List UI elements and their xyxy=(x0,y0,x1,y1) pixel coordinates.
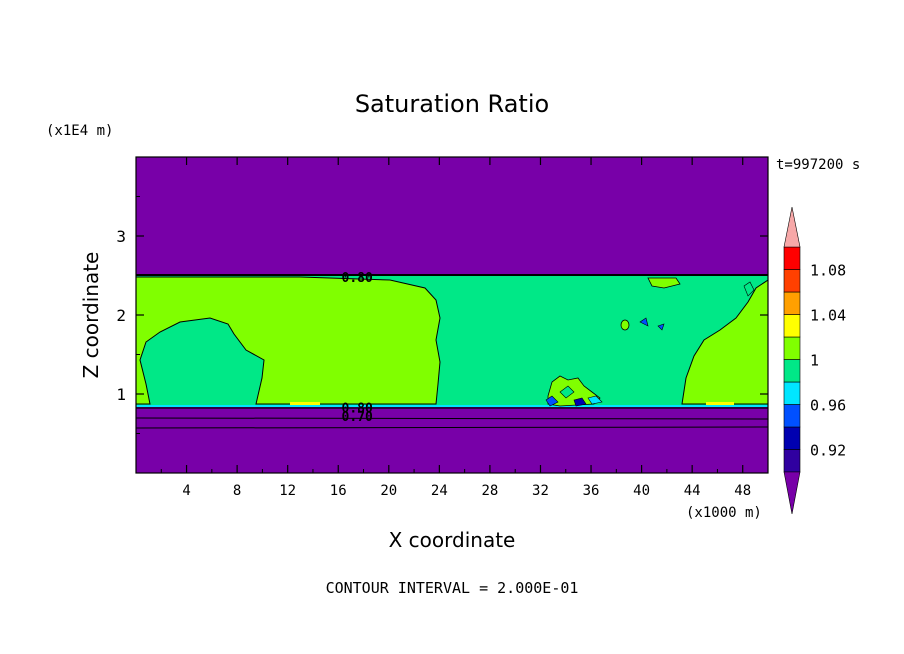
chart-title: Saturation Ratio xyxy=(355,90,549,118)
x-tick-label: 16 xyxy=(330,483,347,499)
x-tick-label: 8 xyxy=(233,483,241,499)
colorbar-under-triangle xyxy=(783,471,801,515)
x-axis-label: X coordinate xyxy=(389,528,516,552)
x-tick-label: 12 xyxy=(279,483,296,499)
upper-dry-region xyxy=(136,157,768,275)
colorbar-swatch xyxy=(783,291,801,315)
y-axis-label: Z coordinate xyxy=(79,252,103,379)
colorbar-tick-label: 1.04 xyxy=(810,307,846,325)
turbulent-patch xyxy=(545,281,755,407)
contour-line-070 xyxy=(136,417,768,420)
x-tick-label: 32 xyxy=(532,483,549,499)
x-unit-label: (x1000 m) xyxy=(686,505,762,521)
x-tick-label: 24 xyxy=(431,483,448,499)
supersaturated-blob-mid xyxy=(620,319,630,331)
y-axis: 1 2 3 xyxy=(116,196,768,434)
x-tick-label: 36 xyxy=(583,483,600,499)
colorbar-swatch xyxy=(783,449,801,473)
x-axis: 4 8 12 16 20 24 28 32 36 40 44 48 xyxy=(160,157,751,499)
y-unit-label: (x1E4 m) xyxy=(46,123,113,139)
contour-interval-label: CONTOUR INTERVAL = 2.000E-01 xyxy=(326,579,579,597)
yellow-band-left xyxy=(290,402,320,406)
x-tick-label: 40 xyxy=(633,483,650,499)
contour-labels: 0.800.800.70 xyxy=(342,271,373,425)
contour-fills xyxy=(136,157,768,473)
colorbar-swatch xyxy=(783,381,801,405)
x-tick-label: 48 xyxy=(734,483,751,499)
y-tick-label: 1 xyxy=(116,385,126,404)
contour-label: 0.70 xyxy=(342,410,373,425)
contour-line-060 xyxy=(136,426,768,429)
colorbar-over-triangle xyxy=(783,206,801,248)
yellow-band-right xyxy=(706,402,734,406)
lower-dry-region xyxy=(136,406,768,473)
colorbar-swatch xyxy=(783,314,801,338)
y-tick-label: 2 xyxy=(116,306,126,325)
supersaturated-blob-top xyxy=(647,277,681,289)
colorbar-tick-label: 1.08 xyxy=(810,262,846,280)
colorbar-swatch xyxy=(783,246,801,270)
colorbar-swatch xyxy=(783,336,801,360)
supersaturated-patch-left xyxy=(136,276,441,405)
y-tick-label: 3 xyxy=(116,227,126,246)
colorbar-swatch xyxy=(783,359,801,383)
colorbar: 0.92 0.96 1 1.04 1.08 xyxy=(783,206,846,515)
x-tick-label: 20 xyxy=(380,483,397,499)
colorbar-tick-label: 1 xyxy=(810,352,819,370)
contour-label: 0.80 xyxy=(342,401,373,416)
x-tick-label: 4 xyxy=(182,483,190,499)
colorbar-swatch xyxy=(783,426,801,450)
colorbar-tick-label: 0.92 xyxy=(810,442,846,460)
x-tick-label: 28 xyxy=(481,483,498,499)
x-tick-label: 44 xyxy=(684,483,701,499)
colorbar-tick-label: 0.96 xyxy=(810,397,846,415)
contour-label: 0.80 xyxy=(342,271,373,286)
time-label: t=997200 s xyxy=(776,157,860,173)
cyan-base-line xyxy=(136,405,768,407)
colorbar-swatch xyxy=(783,269,801,293)
colorbar-swatch xyxy=(783,404,801,428)
